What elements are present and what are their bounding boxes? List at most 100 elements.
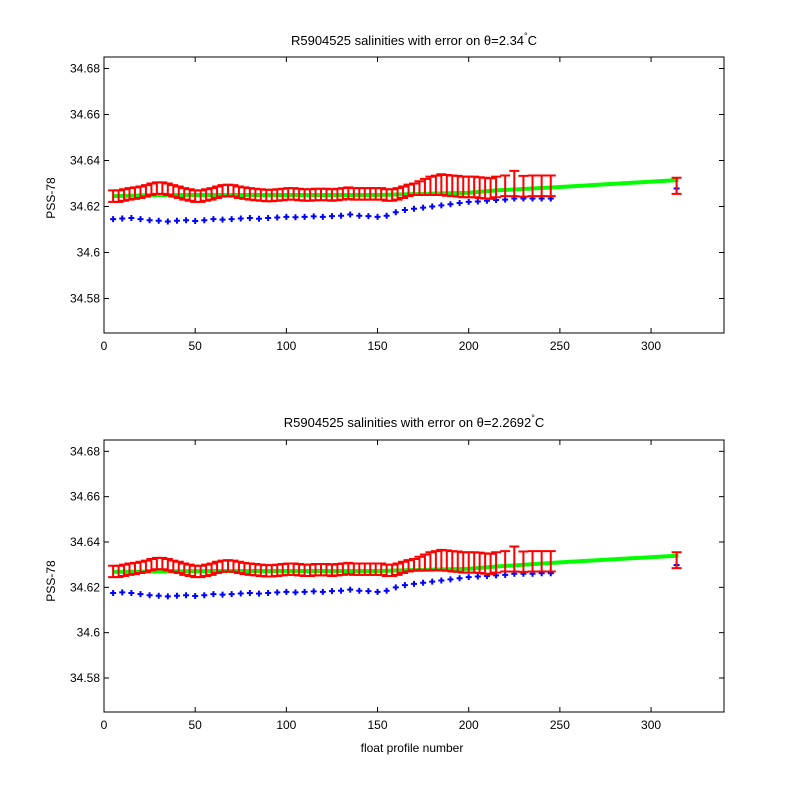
float-salinity-point [292,589,299,596]
float-salinity-point [301,213,308,220]
error-bar [162,182,173,196]
float-salinity-point [474,573,481,580]
y-tick-label: 34.64 [70,154,100,168]
float-salinity-point [246,215,253,221]
error-bar [201,188,212,202]
error-bar [157,181,168,195]
float-salinity-point [210,216,217,223]
y-tick-label: 34.62 [70,200,100,214]
error-bar [545,550,556,573]
float-salinity-point [356,587,363,594]
x-axis-label: float profile number [361,741,464,755]
error-bar [500,550,511,573]
plot-area: 0 50 100 150 200 250 300 34.58 34.6 34.62 34.64 34.… [70,56,725,353]
error-bar [403,559,414,573]
error-bar [536,174,547,198]
x-tick-label: 50 [188,339,202,353]
float-salinity-point [246,590,253,596]
float-salinity-point [237,590,244,597]
float-salinity-point [155,592,162,599]
float-salinity-point [420,579,427,586]
y-tick-label: 34.68 [70,62,100,76]
float-salinity-point [164,218,171,225]
float-salinity-point [411,580,417,587]
x-tick-label: 200 [459,339,479,353]
error-bar [140,184,151,198]
float-salinity-point [119,589,126,596]
float-salinity-point [338,212,345,219]
y-tick-label: 34.6 [77,626,101,640]
error-bar [173,185,184,199]
y-tick-label: 34.64 [70,535,100,549]
float-salinity-point [401,206,408,213]
error-bar [671,176,682,195]
error-bar [398,560,409,575]
error-bar [509,169,520,198]
float-salinity-point [265,590,272,596]
y-tick-label: 34.6 [77,246,101,260]
x-tick-label: 300 [641,718,661,732]
error-bar [527,174,538,198]
error-bar [113,564,124,579]
error-bar [376,187,387,201]
error-bar [206,187,217,201]
float-salinity-point [401,582,408,589]
error-bar [527,550,538,573]
float-salinity-point [365,588,372,595]
error-bar [387,188,398,202]
x-tick-label: 200 [459,718,479,732]
float-salinity-point [155,217,162,224]
float-salinity-point [137,591,144,598]
float-salinity-point [429,578,436,585]
float-salinity-point [301,588,308,595]
float-salinity-point [456,575,463,582]
float-salinity-point [338,587,345,594]
error-bar [392,187,403,201]
error-bar [518,550,529,573]
error-bar [195,564,206,579]
float-salinity-point [256,590,262,597]
float-salinity-point [137,216,144,223]
float-salinity-point [256,215,262,222]
error-bar [184,188,195,202]
error-bar [140,559,151,573]
float-salinity-point [310,588,317,595]
float-salinity-point [219,591,226,598]
float-salinity-point [438,577,445,584]
error-bar [545,174,556,198]
error-bar [500,174,511,198]
x-tick-label: 0 [101,339,108,353]
error-bar [179,187,190,201]
float-salinity-point [283,588,290,595]
error-bar [376,562,387,576]
float-salinity-point [474,198,481,205]
float-salinity-point [173,592,180,599]
float-salinity-point [237,215,244,222]
float-salinity-point [429,203,436,210]
float-salinity-point [328,588,335,595]
float-salinity-point [383,212,390,219]
x-tick-label: 100 [276,339,296,353]
error-bar [179,562,190,576]
float-salinity-point [447,201,454,208]
mapped-salinity-line [113,178,679,199]
y-tick-label: 34.58 [70,671,100,685]
float-salinity-point [228,216,235,223]
y-tick-label: 34.68 [70,444,100,458]
float-salinity-point [265,215,272,221]
error-bar [162,558,173,572]
y-tick-label: 34.58 [70,292,100,306]
error-bar [392,562,403,576]
float-salinity-point [438,202,445,209]
x-tick-label: 150 [368,718,388,732]
error-bar [228,559,239,573]
float-salinity-point [465,574,472,581]
x-tick-label: 250 [550,339,570,353]
float-salinity-point [310,213,317,220]
float-salinity-point [183,592,190,599]
float-salinity-point [119,215,126,222]
float-salinity-point [411,205,417,212]
float-salinity-point [274,589,281,596]
plot-area: 0 50 100 150 200 250 300 34.58 34.6 34.62 34.64 34.… [70,439,725,732]
